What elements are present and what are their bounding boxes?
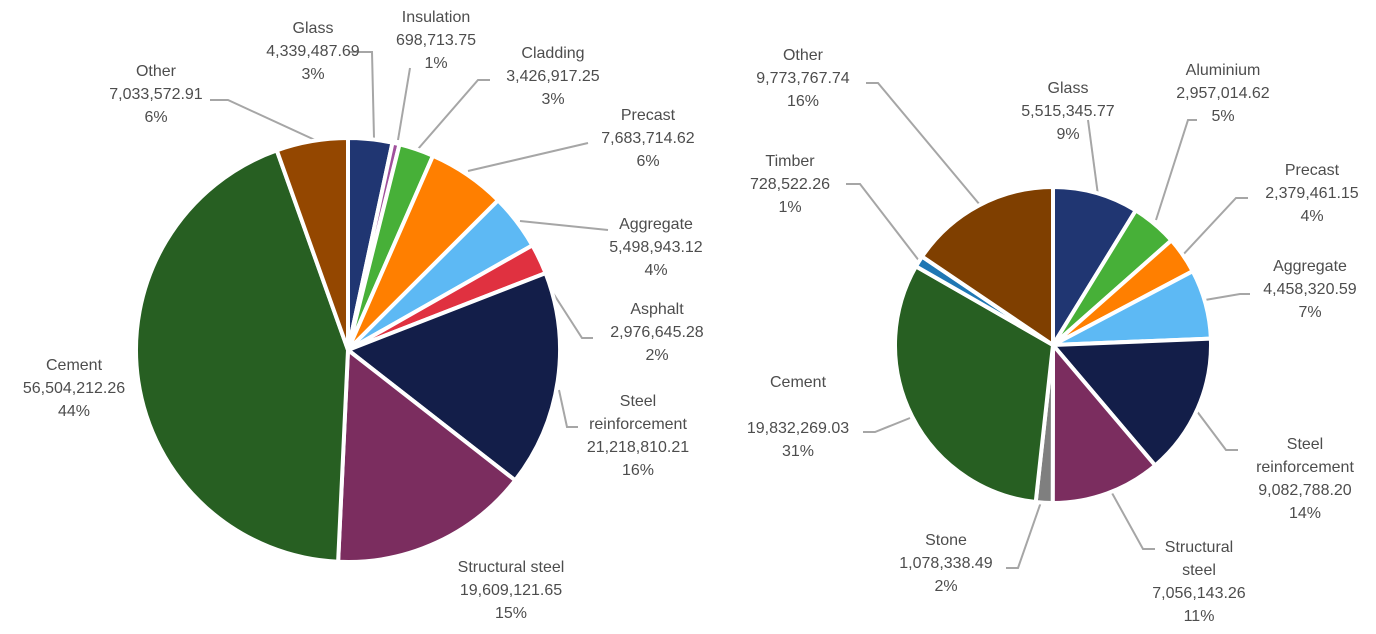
right-data-label-other: Other 9,773,767.74 16% xyxy=(756,47,850,110)
left-leader-line-aggregate xyxy=(519,220,609,231)
left-leader-line-insulation xyxy=(397,67,411,141)
right-leader-line-cement xyxy=(863,417,911,433)
left-slice-other xyxy=(274,136,350,352)
right-leader-line-glass xyxy=(1087,119,1099,196)
left-slice-cement xyxy=(134,148,350,564)
right-slice-other xyxy=(920,185,1055,347)
left-slice-steel-reinforcement xyxy=(346,271,562,483)
right-leader-line-timber xyxy=(846,183,921,263)
right-data-label-steel-reinforcement: Steel reinforcement 9,082,788.20 14% xyxy=(1256,436,1354,522)
left-data-label-precast: Precast 7,683,714.62 6% xyxy=(601,107,695,170)
pie-chart-left: Glass 4,339,487.69 3% Insulation 698,713.75 1… xyxy=(23,9,704,622)
left-leader-line-glass xyxy=(350,51,375,139)
right-data-label-aluminium: Aluminium 2,957,014.62 5% xyxy=(1176,62,1270,125)
left-data-label-cladding: Cladding 3,426,917.25 3% xyxy=(506,45,600,108)
left-leader-line-precast xyxy=(467,142,589,172)
right-slice-steel-reinforcement xyxy=(1051,336,1213,468)
right-slice-structural-steel xyxy=(1050,343,1158,506)
right-leader-line-structural-steel xyxy=(1111,492,1155,550)
right-leader-line-aggregate xyxy=(1204,293,1250,301)
left-leader-line-steel-reinforcement xyxy=(558,389,578,428)
left-data-label-structural-steel: Structural steel 19,609,121.65 15% xyxy=(458,559,565,622)
left-data-label-cement: Cement 56,504,212.26 44% xyxy=(23,357,125,420)
left-data-label-steel-reinforcement: Steel reinforcement 21,218,810.21 16% xyxy=(587,393,689,479)
right-leader-line-stone xyxy=(1006,501,1042,569)
right-data-label-cement: Cement 19,832,269.03 31% xyxy=(747,374,849,460)
left-leader-line-cladding xyxy=(417,79,490,150)
right-slice-cement xyxy=(893,264,1055,505)
right-data-label-stone: Stone 1,078,338.49 2% xyxy=(899,532,993,595)
right-data-label-structural-steel: Structural steel 7,056,143.26 11% xyxy=(1152,539,1246,625)
right-data-label-precast: Precast 2,379,461.15 4% xyxy=(1265,162,1359,225)
left-data-label-insulation: Insulation 698,713.75 1% xyxy=(396,9,476,72)
left-data-label-aggregate: Aggregate 5,498,943.12 4% xyxy=(609,216,703,279)
right-data-label-timber: Timber 728,522.26 1% xyxy=(750,153,830,216)
left-slice-structural-steel xyxy=(336,348,518,564)
left-data-label-glass: Glass 4,339,487.69 3% xyxy=(266,20,360,83)
right-leader-line-aluminium xyxy=(1155,119,1197,221)
pie-chart-right: Glass 5,515,345.77 9% Aluminium 2,957,014.62… xyxy=(747,47,1359,625)
left-leader-line-other xyxy=(210,99,316,141)
right-data-label-aggregate: Aggregate 4,458,320.59 7% xyxy=(1263,258,1357,321)
right-leader-line-precast xyxy=(1179,197,1248,259)
right-leader-line-other xyxy=(866,82,981,206)
right-data-label-glass: Glass 5,515,345.77 9% xyxy=(1021,80,1115,143)
left-data-label-asphalt: Asphalt 2,976,645.28 2% xyxy=(610,301,704,364)
left-data-label-other: Other 7,033,572.91 6% xyxy=(109,63,203,126)
right-leader-line-steel-reinforcement xyxy=(1195,409,1238,451)
